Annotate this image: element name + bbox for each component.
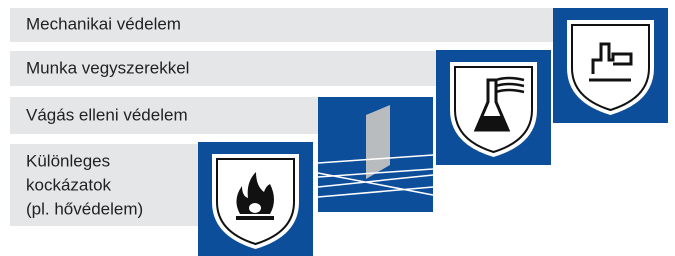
item-label: Mechanikai védelem [26,14,181,33]
chemical-icon [436,50,551,165]
item-label: Vágás elleni védelem [26,105,188,124]
item-label: (pl. hővédelem) [26,199,143,218]
item-label: Munka vegyszerekkel [26,58,189,77]
page: Mechanikai védelem Munka vegyszerekkel V… [0,0,675,256]
item-label: Különleges [26,151,110,170]
mechanical-icon [553,8,668,123]
diagram: Mechanikai védelem Munka vegyszerekkel V… [0,0,675,256]
heat-icon [198,142,313,256]
item-label: kockázatok [26,175,112,194]
cut-icon [318,97,433,212]
